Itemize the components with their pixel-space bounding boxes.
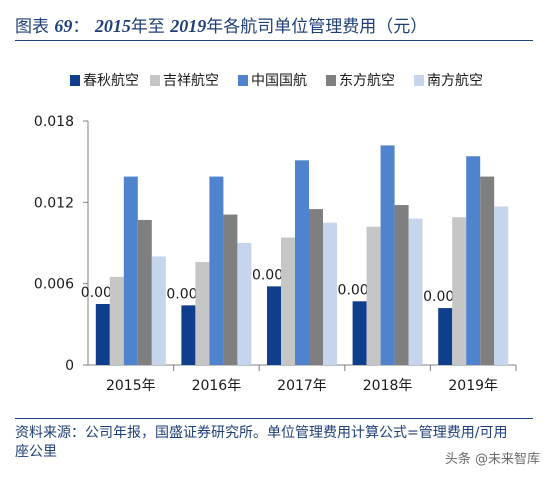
legend-swatch [414,75,424,86]
bar [366,226,381,365]
y-tick-label: 0.006 [34,277,74,293]
y-tick-label: 0.018 [34,114,74,130]
bar [295,160,309,365]
bar [494,206,509,365]
bar [394,205,409,365]
title-middle: 年至 [130,17,165,37]
x-tick-label: 2018年 [363,378,413,394]
title-year-end: 2019 [170,16,207,36]
x-tick-label: 2015年 [106,378,156,394]
bar [237,243,252,365]
bar [309,209,323,365]
y-tick-label: 0.012 [34,195,74,211]
bar [408,218,423,365]
bar [452,217,467,365]
title-year-start: 2015 [94,16,131,36]
title-colon: ： [72,17,90,37]
legend-label: 吉祥航空 [163,73,219,89]
bar [323,222,337,365]
legend-label: 中国国航 [251,73,307,89]
x-tick-label: 2016年 [192,378,242,394]
bar [137,219,152,365]
legend-label: 南方航空 [427,73,483,89]
bar [181,305,196,365]
bar [281,237,295,365]
legend-label: 东方航空 [339,73,395,89]
bar [466,156,481,365]
bar [352,301,367,365]
legend-swatch [238,75,248,86]
bar [267,286,281,365]
bar [95,304,110,365]
source-note: 资料来源：公司年报，国盛证券研究所。单位管理费用计算公式=管理费用/可用座公里 [15,425,508,460]
bar-chart: 春秋航空 吉祥航空 中国国航 东方航空 南方航空00.0060.0120.0180.00… [34,73,517,394]
source-divider [15,418,533,419]
bar [109,276,124,365]
title-divider [15,40,533,41]
legend-swatch [70,75,80,86]
legend-swatch [150,75,160,86]
title-figure-no: 69 [54,16,73,36]
legend-swatch [326,75,336,86]
title-prefix: 图表 [15,17,49,37]
x-tick-label: 2019年 [448,378,498,394]
title-suffix: 年各航司单位管理费用（元） [206,17,428,37]
legend-label: 春秋航空 [83,73,139,89]
bar [151,256,166,365]
bar [223,214,238,365]
x-tick-label: 2017年 [277,378,327,394]
chart-title: 图表 69： 2015年至 2019年各航司单位管理费用（元） [15,12,427,37]
y-tick-label: 0 [65,358,74,374]
bar [209,176,224,365]
bar [480,176,495,365]
bar [123,176,138,365]
watermark: 头条 @未来智库 [444,452,540,467]
bar [195,261,210,365]
bar [380,145,395,365]
bar [438,308,453,365]
